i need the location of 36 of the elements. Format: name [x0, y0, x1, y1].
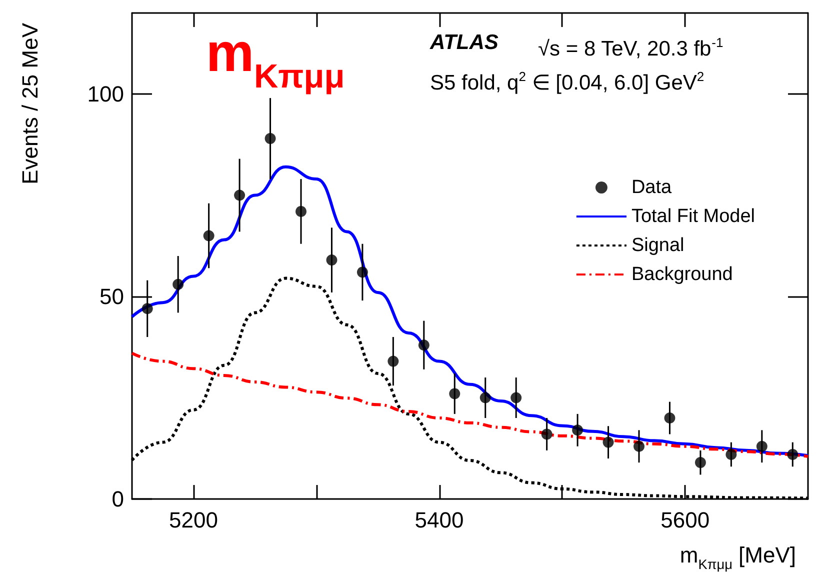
point — [356, 266, 368, 278]
x-tick-label: 5600 — [660, 508, 710, 532]
point — [510, 392, 522, 404]
y-tick-label: 50 — [100, 284, 124, 309]
point — [602, 436, 614, 448]
legend-label: Signal — [631, 235, 684, 256]
point — [296, 206, 306, 217]
line-series — [130, 352, 810, 458]
point — [787, 448, 798, 460]
point — [572, 424, 584, 436]
y-tick-label: 100 — [87, 82, 124, 106]
point — [203, 230, 214, 242]
point — [449, 388, 460, 400]
point — [694, 457, 706, 468]
point — [480, 392, 491, 404]
point — [418, 340, 430, 351]
legend-label: Total Fit Model — [631, 206, 755, 227]
point — [664, 412, 676, 424]
point — [326, 254, 338, 266]
x-tick-label: 5200 — [168, 508, 218, 532]
point — [726, 448, 737, 460]
point — [172, 278, 184, 290]
point — [541, 428, 552, 440]
point — [756, 440, 768, 452]
y-tick-label: 0 — [112, 486, 124, 512]
point — [388, 356, 399, 367]
line-series — [130, 165, 810, 458]
x-tick-label: 5400 — [414, 508, 464, 532]
legend-label: Data — [631, 177, 672, 198]
y-axis-title: Events / 25 MeV — [18, 22, 42, 184]
annotation: ATLAS — [429, 31, 498, 54]
point — [264, 133, 276, 144]
point — [234, 190, 246, 201]
point — [634, 440, 644, 452]
point — [142, 303, 153, 314]
legend-label: Background — [631, 264, 733, 285]
